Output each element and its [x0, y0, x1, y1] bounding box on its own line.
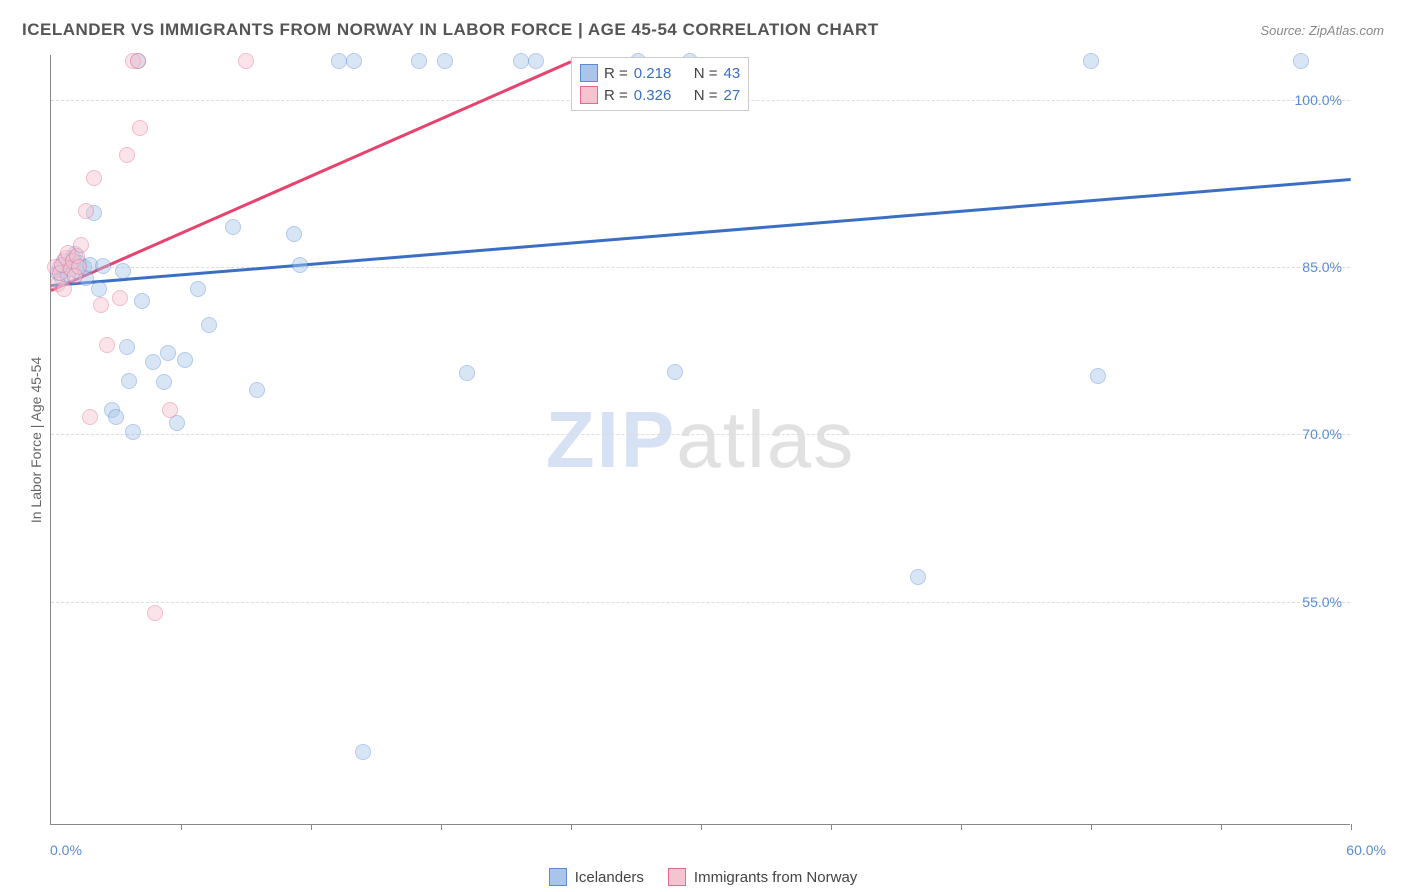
x-tick [571, 824, 572, 830]
trend-line-icelanders [51, 178, 1351, 287]
x-tick [1091, 824, 1092, 830]
n-value: 27 [724, 87, 741, 104]
x-tick [181, 824, 182, 830]
r-value: 0.326 [634, 87, 688, 104]
data-point-icelanders [115, 263, 131, 279]
x-tick [831, 824, 832, 830]
legend: Icelanders Immigrants from Norway [0, 868, 1406, 886]
data-point-icelanders [95, 258, 111, 274]
n-value: 43 [724, 65, 741, 82]
y-tick-label: 100.0% [1295, 92, 1342, 108]
data-point-icelanders [346, 53, 362, 69]
x-tick [1221, 824, 1222, 830]
watermark-part2: atlas [676, 395, 855, 484]
data-point-norway [162, 402, 178, 418]
data-point-norway [71, 259, 87, 275]
data-point-norway [73, 237, 89, 253]
watermark-part1: ZIP [546, 395, 676, 484]
stats-swatch [580, 86, 598, 104]
data-point-icelanders [125, 424, 141, 440]
watermark: ZIPatlas [546, 394, 855, 486]
n-label: N = [694, 65, 718, 82]
data-point-icelanders [91, 281, 107, 297]
data-point-icelanders [177, 352, 193, 368]
data-point-norway [112, 290, 128, 306]
chart-header: ICELANDER VS IMMIGRANTS FROM NORWAY IN L… [22, 20, 1384, 40]
data-point-norway [238, 53, 254, 69]
data-point-icelanders [331, 53, 347, 69]
data-point-norway [86, 170, 102, 186]
chart-title: ICELANDER VS IMMIGRANTS FROM NORWAY IN L… [22, 20, 879, 40]
stats-row-icelanders: R = 0.218 N = 43 [580, 62, 740, 84]
data-point-norway [56, 281, 72, 297]
x-tick [441, 824, 442, 830]
data-point-icelanders [286, 226, 302, 242]
data-point-norway [147, 605, 163, 621]
y-axis-label: In Labor Force | Age 45-54 [28, 357, 44, 523]
data-point-icelanders [1083, 53, 1099, 69]
data-point-icelanders [513, 53, 529, 69]
legend-label-icelanders: Icelanders [575, 869, 644, 886]
y-tick-label: 85.0% [1302, 259, 1342, 275]
data-point-norway [119, 147, 135, 163]
data-point-norway [130, 53, 146, 69]
x-axis-max-label: 60.0% [1346, 842, 1386, 858]
r-value: 0.218 [634, 65, 688, 82]
r-label: R = [604, 65, 628, 82]
data-point-icelanders [249, 382, 265, 398]
data-point-norway [82, 409, 98, 425]
data-point-norway [78, 203, 94, 219]
gridline [51, 434, 1350, 435]
stats-box: R = 0.218 N = 43 R = 0.326 N = 27 [571, 57, 749, 111]
data-point-norway [132, 120, 148, 136]
trend-line-norway [50, 61, 571, 293]
x-tick [1351, 824, 1352, 830]
data-point-icelanders [292, 257, 308, 273]
legend-swatch-pink [668, 868, 686, 886]
data-point-icelanders [667, 364, 683, 380]
plot-area: ZIPatlas 55.0% 70.0% 85.0% 100.0% R = 0.218 N … [50, 55, 1350, 825]
source-attribution: Source: ZipAtlas.com [1260, 23, 1384, 38]
legend-label-norway: Immigrants from Norway [694, 869, 857, 886]
data-point-icelanders [910, 569, 926, 585]
data-point-icelanders [1090, 368, 1106, 384]
x-axis-min-label: 0.0% [50, 842, 82, 858]
stats-row-norway: R = 0.326 N = 27 [580, 84, 740, 106]
x-tick [701, 824, 702, 830]
data-point-icelanders [437, 53, 453, 69]
legend-item-icelanders: Icelanders [549, 868, 644, 886]
data-point-icelanders [225, 219, 241, 235]
data-point-icelanders [190, 281, 206, 297]
data-point-icelanders [201, 317, 217, 333]
data-point-icelanders [134, 293, 150, 309]
data-point-icelanders [121, 373, 137, 389]
x-tick [961, 824, 962, 830]
data-point-icelanders [108, 409, 124, 425]
data-point-icelanders [411, 53, 427, 69]
data-point-icelanders [528, 53, 544, 69]
data-point-icelanders [459, 365, 475, 381]
data-point-icelanders [156, 374, 172, 390]
data-point-norway [99, 337, 115, 353]
data-point-icelanders [145, 354, 161, 370]
data-point-icelanders [1293, 53, 1309, 69]
r-label: R = [604, 87, 628, 104]
data-point-icelanders [119, 339, 135, 355]
y-tick-label: 55.0% [1302, 594, 1342, 610]
x-tick [311, 824, 312, 830]
y-tick-label: 70.0% [1302, 426, 1342, 442]
data-point-icelanders [160, 345, 176, 361]
gridline [51, 602, 1350, 603]
data-point-norway [93, 297, 109, 313]
stats-swatch [580, 64, 598, 82]
n-label: N = [694, 87, 718, 104]
legend-item-norway: Immigrants from Norway [668, 868, 857, 886]
legend-swatch-blue [549, 868, 567, 886]
data-point-icelanders [355, 744, 371, 760]
